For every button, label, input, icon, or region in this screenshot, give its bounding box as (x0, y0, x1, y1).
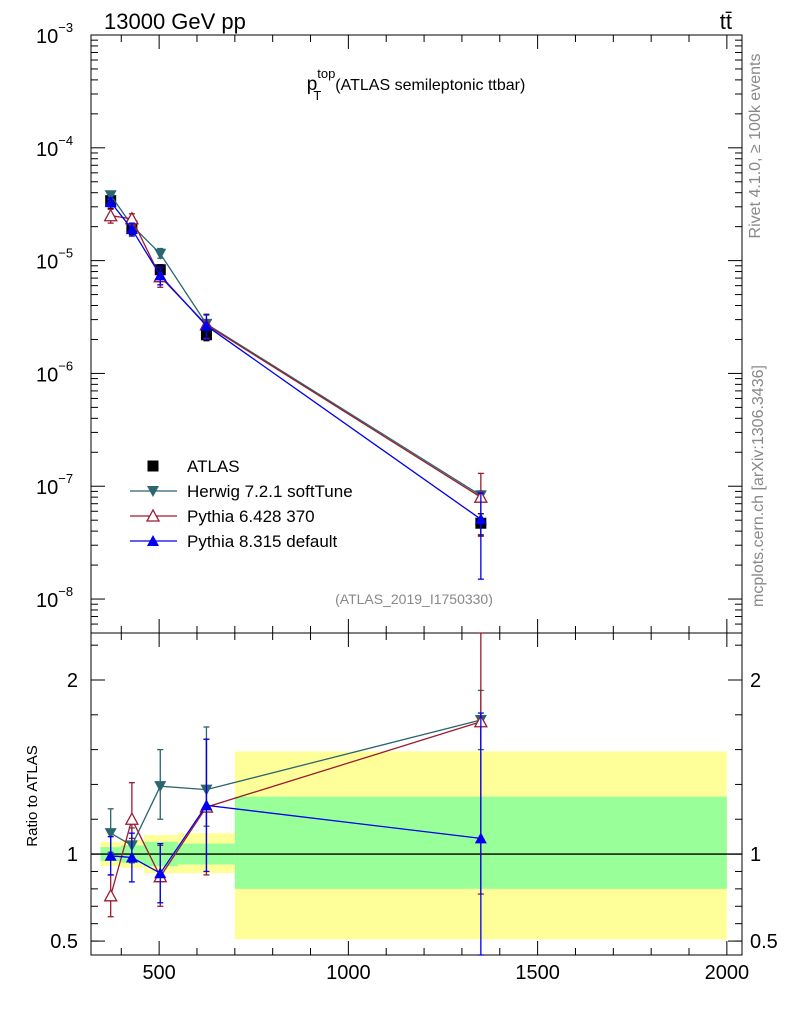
series-line (110, 194, 482, 496)
legend-marker (145, 508, 161, 522)
ratio-ylabel: Ratio to ATLAS (24, 745, 41, 846)
main-y-tick-label: 10−3 (36, 20, 73, 48)
legend-label: Pythia 6.428 370 (187, 507, 315, 526)
ratio-data-point (124, 811, 139, 825)
plot-title-text: (ATLAS semileptonic ttbar) (335, 77, 525, 94)
collision-label: 13000 GeV pp (104, 9, 246, 34)
series-line (110, 201, 482, 520)
tick-exponent: −8 (58, 584, 73, 599)
plot-title-var: p (307, 74, 318, 95)
data-point (200, 319, 213, 331)
data-point (104, 190, 117, 202)
legend-marker (147, 486, 159, 497)
process-label: tt̄ (720, 9, 732, 34)
tick-exponent: −5 (58, 246, 73, 261)
tick-mantissa: 10 (36, 139, 58, 161)
legend-label: Herwig 7.2.1 softTune (187, 482, 353, 501)
legend-label: ATLAS (187, 457, 240, 476)
main-y-tick-label: 10−7 (36, 471, 73, 499)
ratio-y-tick-label-right: 2 (750, 670, 761, 692)
ratio-data-point (474, 832, 487, 844)
data-point (154, 248, 167, 260)
plot-title-sup: top (317, 66, 335, 81)
x-tick-label: 1500 (515, 962, 560, 984)
data-point (125, 223, 138, 235)
ratio-y-tick-label-left: 2 (67, 670, 78, 692)
ratio-y-tick-label-left: 0.5 (50, 931, 78, 953)
plot-title-sub: T (313, 88, 321, 103)
series-line (110, 215, 482, 498)
main-series-layer (103, 190, 488, 580)
ratio-data-point (103, 888, 118, 902)
tick-exponent: −4 (58, 133, 73, 148)
ratio-data-point (200, 799, 213, 811)
main-y-axis: 10−310−410−510−610−710−8 (36, 20, 742, 634)
tick-mantissa: 10 (36, 26, 58, 48)
ratio-band-layer (91, 751, 742, 940)
ratio-data-point (104, 828, 117, 840)
ratio-y-tick-label-right: 1 (750, 844, 761, 866)
main-y-tick-label: 10−5 (36, 246, 73, 274)
x-tick-label: 500 (142, 962, 175, 984)
tick-mantissa: 10 (36, 477, 58, 499)
main-y-tick-label: 10−4 (36, 133, 73, 161)
tick-exponent: −3 (58, 20, 73, 35)
x-tick-label: 2000 (705, 962, 750, 984)
ratio-plot-frame (90, 632, 743, 956)
legend-marker (147, 460, 159, 472)
ratio-data-point (125, 851, 138, 863)
tick-exponent: −7 (58, 471, 73, 486)
data-point (474, 513, 487, 525)
main-y-tick-label: 10−6 (36, 358, 73, 386)
tick-mantissa: 10 (36, 252, 58, 274)
rivet-version-label: Rivet 4.1.0, ≥ 100k events (747, 54, 764, 239)
x-tick-label: 1000 (326, 962, 371, 984)
legend-label: Pythia 8.315 default (187, 532, 338, 551)
main-y-tick-label: 10−8 (36, 584, 73, 612)
tick-mantissa: 10 (36, 364, 58, 386)
ratio-y-tick-label-left: 1 (67, 844, 78, 866)
data-point (103, 208, 118, 222)
legend: ATLAS Herwig 7.2.1 softTune Pythia 6.428 3… (130, 457, 353, 551)
ratio-data-point (154, 867, 167, 879)
data-point (154, 269, 167, 281)
ratio-axes: 0.5 0.5 1 1 2 2 500 1000 1500 2000 (50, 633, 778, 984)
tick-exponent: −6 (58, 358, 73, 373)
mcplots-label: mcplots.cern.ch [arXiv:1306.3436] (750, 365, 767, 607)
analysis-id: (ATLAS_2019_I1750330) (335, 591, 493, 607)
ratio-y-tick-label-right: 0.5 (750, 931, 778, 953)
tick-mantissa: 10 (36, 590, 58, 612)
plot-title: ptop T (ATLAS semileptonic ttbar) (307, 66, 526, 103)
ratio-data-point (154, 781, 167, 793)
legend-marker (147, 535, 159, 546)
ratio-series-layer (103, 632, 488, 956)
data-point (104, 196, 117, 208)
ratio-data-point (104, 849, 117, 861)
